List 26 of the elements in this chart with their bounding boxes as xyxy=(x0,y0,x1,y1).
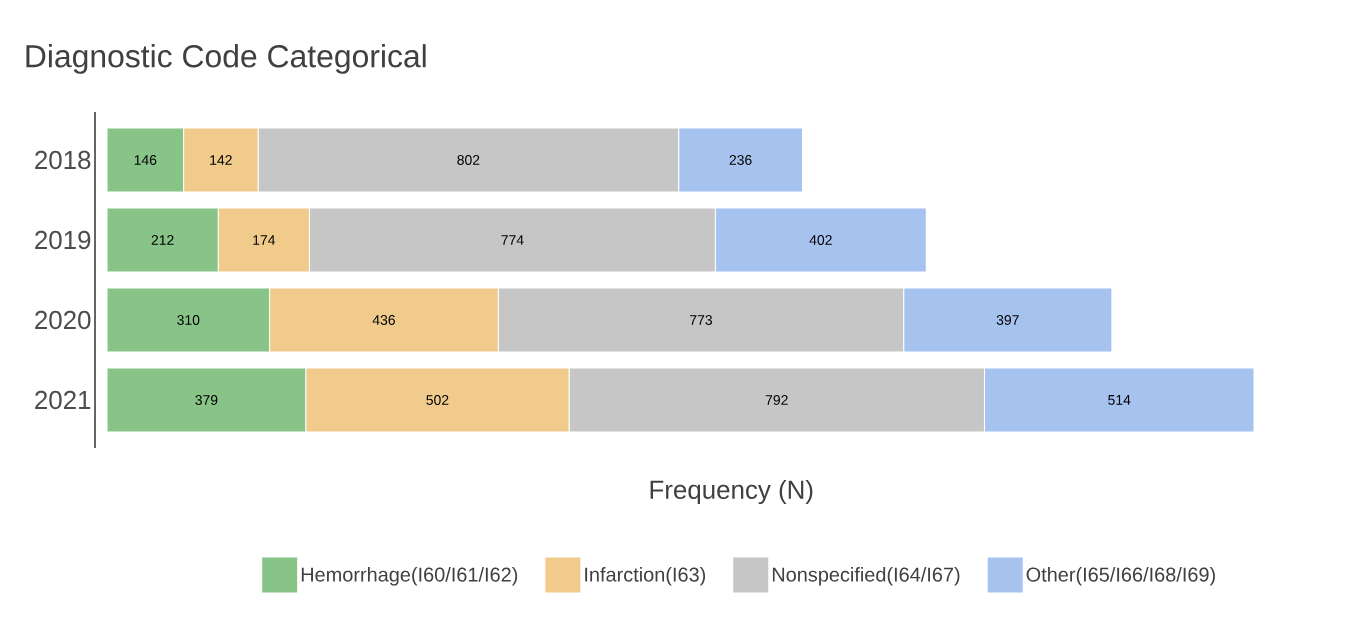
data-label: 310 xyxy=(177,315,200,325)
y-tick-label: 2018 xyxy=(35,150,91,170)
data-label: 774 xyxy=(501,235,524,245)
y-tick-label: 2020 xyxy=(35,310,91,330)
data-label: 792 xyxy=(765,395,788,405)
legend-label: Infarction(I63) xyxy=(585,567,706,586)
x-axis-title: Frequency (N) xyxy=(650,479,813,505)
data-label: 212 xyxy=(151,235,174,245)
y-tick-label: 2021 xyxy=(35,390,91,410)
data-label: 502 xyxy=(426,395,449,405)
data-label: 174 xyxy=(253,235,276,245)
legend-label: Hemorrhage(I60/I61/I62) xyxy=(301,567,518,586)
data-label: 773 xyxy=(690,315,712,325)
data-label: 142 xyxy=(210,155,232,165)
chart-title: Diagnostic Code Categorical xyxy=(26,44,426,74)
data-label: 436 xyxy=(372,315,395,325)
legend-label: Other(I65/I66/I68/I69) xyxy=(1026,567,1215,586)
data-label: 236 xyxy=(729,155,752,165)
data-label: 802 xyxy=(457,155,480,165)
data-label: 379 xyxy=(195,395,218,405)
data-label: 514 xyxy=(1108,395,1131,405)
y-tick-label: 2019 xyxy=(35,230,91,250)
data-label: 402 xyxy=(809,235,832,245)
legend-label: Nonspecified(I64/I67) xyxy=(772,567,960,586)
data-label: 397 xyxy=(996,315,1019,325)
data-label: 146 xyxy=(134,155,157,165)
